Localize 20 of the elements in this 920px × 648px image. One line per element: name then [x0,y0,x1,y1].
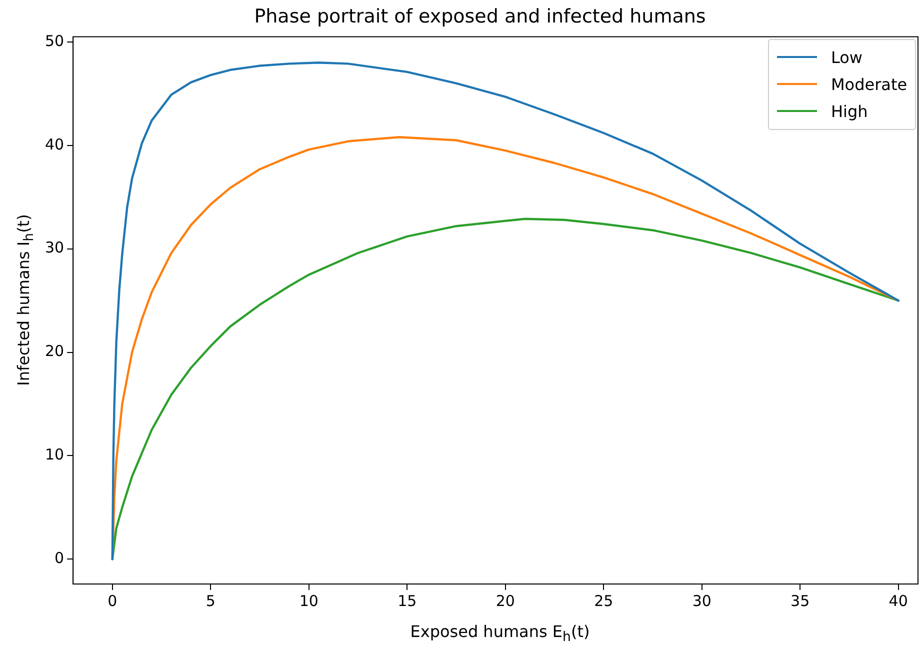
x-axis-title: Exposed humans E$_{h}$(t) [409,622,591,646]
x-tick-label: 5 [206,592,216,610]
y-tick-label: 40 [44,135,64,154]
y-tick-label: 10 [44,446,64,464]
y-tick-label: 50 [44,32,64,50]
y-tick-label: 0 [54,549,64,568]
x-tick-label: 35 [790,592,810,610]
x-tick-label: 30 [692,592,712,610]
y-tick-label: 20 [44,342,64,360]
legend-label: High [831,100,868,123]
x-tick-label: 15 [398,592,417,610]
y-tick-label: 30 [44,238,64,257]
x-tick-label: 10 [299,592,318,610]
x-tick-label: 25 [594,592,614,610]
x-tick-label: 40 [888,592,908,610]
chart-title: Phase portrait of exposed and infected humans [254,5,706,28]
legend-label: Low [831,46,863,69]
legend-label: Moderate [831,74,908,96]
x-tick-label: 0 [108,592,118,610]
x-tick-label: 20 [496,592,515,610]
